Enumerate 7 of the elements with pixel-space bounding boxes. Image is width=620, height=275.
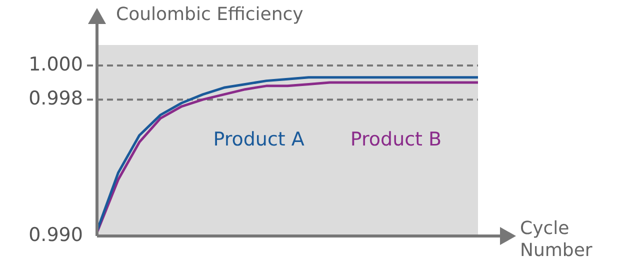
text: Product B <box>350 128 442 150</box>
y-tick-label: 0.990 <box>28 224 83 246</box>
series-label: Product A <box>213 128 304 150</box>
y-tick-label: 1.000 <box>28 53 83 76</box>
y-axis-title: Coulombic Efficiency <box>116 4 304 25</box>
x-axis-title: Cycle Number <box>520 218 594 262</box>
y-tick-label: 0.998 <box>28 88 83 110</box>
